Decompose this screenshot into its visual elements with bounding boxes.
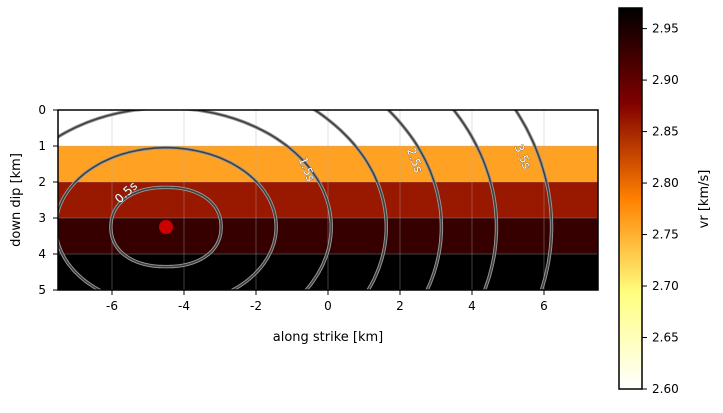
velocity-layer-2 <box>58 146 598 182</box>
velocity-layer-5 <box>58 254 598 290</box>
x-tick-label: 6 <box>540 299 548 313</box>
y-axis-label: down dip [km] <box>9 153 24 247</box>
x-tick-label: 2 <box>396 299 404 313</box>
y-tick-label: 0 <box>38 103 46 117</box>
velocity-layer-1 <box>58 110 598 146</box>
colorbar-tick-label: 2.75 <box>652 228 679 242</box>
x-tick-label: 4 <box>468 299 476 313</box>
contour-line-1.5s <box>58 110 332 290</box>
x-tick-label: 0 <box>324 299 332 313</box>
y-tick-label: 3 <box>38 211 46 225</box>
x-axis-label: along strike [km] <box>273 330 384 345</box>
y-tick-label: 5 <box>38 283 46 297</box>
rupture-time-contours <box>58 110 554 290</box>
x-tick-label: -6 <box>106 299 118 313</box>
y-tick-label: 2 <box>38 175 46 189</box>
colorbar-tick-label: 2.95 <box>652 22 679 36</box>
y-tick-label: 4 <box>38 247 46 261</box>
y-tick-label: 1 <box>38 139 46 153</box>
velocity-layers <box>58 110 598 290</box>
contour-line-1s <box>58 146 278 290</box>
colorbar-tick-label: 2.60 <box>652 382 679 396</box>
colorbar-label: vr [km/s] <box>697 170 712 229</box>
colorbar-tick-label: 2.85 <box>652 125 679 139</box>
x-tick-label: -4 <box>178 299 190 313</box>
x-axis-ticks: -6 -4 -2 0 2 4 6 <box>106 290 548 313</box>
colorbar-tick-label: 2.80 <box>652 176 679 190</box>
hypocenter-group <box>159 220 173 234</box>
colorbar-tick-label: 2.90 <box>652 73 679 87</box>
colorbar <box>618 7 643 390</box>
x-tick-label: -2 <box>250 299 262 313</box>
colorbar-ticks: 2.60 2.65 2.70 2.75 2.80 2.85 2.90 2.95 <box>642 22 679 396</box>
y-axis-ticks: 0 1 2 3 4 5 <box>38 103 58 297</box>
colorbar-tick-label: 2.65 <box>652 331 679 345</box>
hypocenter-marker <box>159 220 173 234</box>
colorbar-tick-label: 2.70 <box>652 279 679 293</box>
contour-line-0.5s <box>110 186 222 268</box>
